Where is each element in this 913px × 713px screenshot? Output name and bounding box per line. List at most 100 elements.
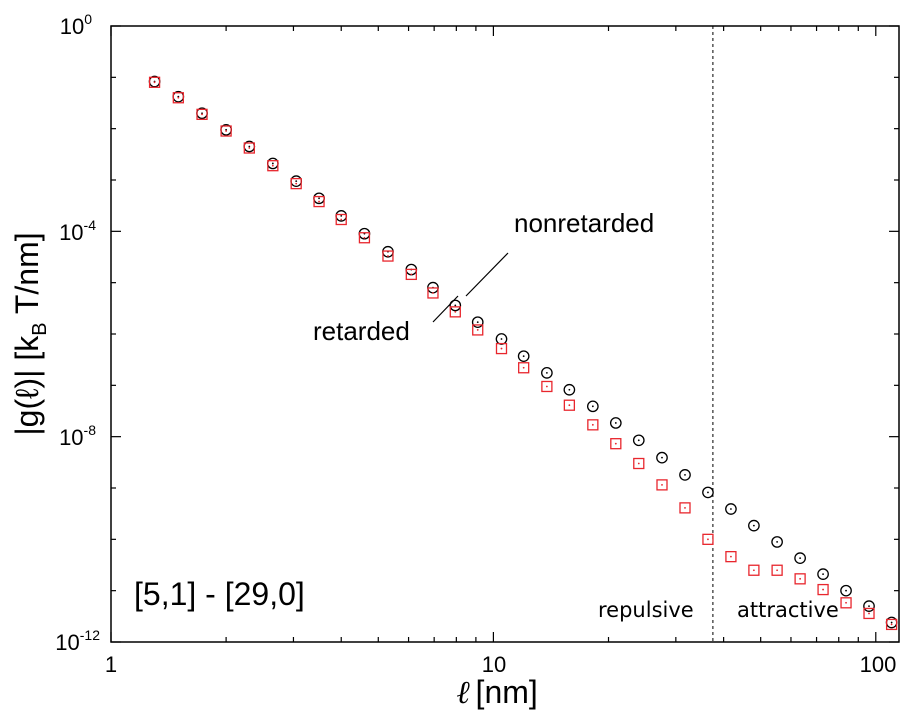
retarded-point-center	[661, 483, 663, 486]
retarded-point-center	[522, 366, 525, 369]
nonretarded-point	[471, 316, 484, 329]
retarded-point-center	[318, 200, 320, 203]
retarded-point	[472, 324, 484, 336]
x-tick-label-1: 1	[105, 652, 117, 677]
retarded-point	[518, 362, 530, 374]
nonretarded-point-center	[799, 557, 802, 560]
retarded-point-center	[568, 404, 571, 407]
nonretarded-point-center	[568, 388, 571, 391]
retarded-point	[427, 287, 439, 299]
x-axis-title: ℓ [nm]	[456, 673, 538, 711]
retarded-point-center	[271, 164, 274, 167]
retarded-point-center	[545, 385, 548, 388]
y-tick-label-m8: 10-8	[59, 422, 96, 450]
y-tick-label-m12: 10-12	[55, 627, 100, 655]
retarded-point	[794, 573, 806, 585]
retarded-point-center	[591, 423, 594, 426]
retarded-point-center	[454, 310, 457, 313]
nonretarded-point-center	[776, 541, 779, 543]
x-tick-label-100: 100	[860, 652, 897, 677]
panel-label: [5,1] - [29,0]	[134, 576, 305, 612]
retarded-point	[267, 160, 279, 172]
nonretarded-point-center	[637, 439, 640, 442]
retarded-point-center	[752, 569, 755, 572]
retarded-point	[863, 607, 875, 620]
retarded-point	[771, 564, 783, 576]
retarded-point	[748, 564, 760, 576]
retarded-point-center	[684, 506, 686, 509]
nonretarded-point	[586, 400, 599, 413]
retarded-point	[148, 76, 161, 88]
series-retarded	[148, 76, 898, 631]
retarded-point	[196, 108, 208, 121]
nonretarded-point	[702, 486, 714, 499]
retarded-point	[610, 438, 622, 450]
nonretarded-point-center	[661, 456, 663, 459]
retarded-point	[885, 618, 898, 631]
retarded-point	[358, 232, 371, 244]
nonretarded-point-center	[271, 162, 274, 165]
nonretarded-point-center	[522, 355, 525, 358]
retarded-point-center	[730, 555, 732, 558]
nonretarded-point-center	[752, 524, 755, 527]
nonretarded-point-center	[890, 621, 893, 624]
retarded-point-center	[248, 147, 251, 149]
y-tick-label-0: 100	[60, 11, 92, 39]
nonretarded-label: nonretarded	[514, 208, 654, 238]
retarded-point	[449, 306, 461, 318]
nonretarded-point-center	[822, 573, 824, 576]
nonretarded-point	[840, 584, 852, 597]
retarded-point-center	[776, 569, 779, 572]
retarded-point	[656, 479, 668, 491]
retarded-point-center	[387, 255, 389, 257]
retarded-point-center	[500, 347, 503, 350]
retarded-point	[725, 550, 737, 563]
nonretarded-point	[679, 469, 691, 481]
retarded-point	[817, 583, 829, 596]
retarded-point	[243, 142, 255, 154]
axis-ticks	[110, 25, 899, 643]
retarded-point	[290, 177, 302, 190]
nonretarded-point-center	[707, 491, 709, 494]
nonretarded-point	[517, 350, 530, 363]
nonretarded-point	[863, 600, 875, 612]
nonretarded-point-center	[340, 214, 343, 217]
nonretarded-point	[563, 383, 576, 396]
nonretarded-point-center	[318, 197, 320, 200]
retarded-point	[405, 268, 417, 281]
retarded-point-center	[614, 442, 617, 445]
retarded-point	[840, 597, 852, 609]
nonretarded-point-center	[614, 422, 617, 424]
retarded-point-center	[177, 96, 180, 99]
nonretarded-leader-line	[465, 252, 509, 297]
nonretarded-point-center	[500, 338, 503, 340]
retarded-point	[541, 380, 553, 393]
retarded-point-center	[153, 81, 156, 84]
nonretarded-point	[632, 434, 645, 447]
retarded-point	[679, 502, 691, 514]
retarded-point-center	[890, 623, 893, 626]
nonretarded-point	[656, 451, 668, 464]
plot-frame	[110, 25, 900, 643]
nonretarded-point-center	[295, 180, 298, 183]
retarded-point-center	[845, 601, 847, 604]
y-axis-title: |g(ℓ)| [kB T/nm]	[9, 232, 51, 435]
retarded-leader-line	[432, 295, 459, 323]
nonretarded-point-center	[454, 304, 457, 307]
retarded-point-center	[707, 538, 709, 541]
nonretarded-point-center	[868, 605, 870, 608]
retarded-point-center	[225, 130, 228, 132]
retarded-point	[382, 250, 394, 262]
nonretarded-point-center	[684, 473, 686, 476]
nonretarded-point	[449, 299, 462, 312]
retarded-point-center	[637, 462, 640, 465]
retarded-label: retarded	[313, 316, 410, 346]
nonretarded-point	[609, 417, 622, 429]
retarded-point	[633, 457, 645, 470]
retarded-point-center	[432, 292, 434, 294]
nonretarded-point-center	[591, 405, 594, 408]
retarded-point	[587, 419, 599, 431]
attractive-label: attractive	[737, 598, 839, 622]
retarded-point	[702, 533, 714, 545]
